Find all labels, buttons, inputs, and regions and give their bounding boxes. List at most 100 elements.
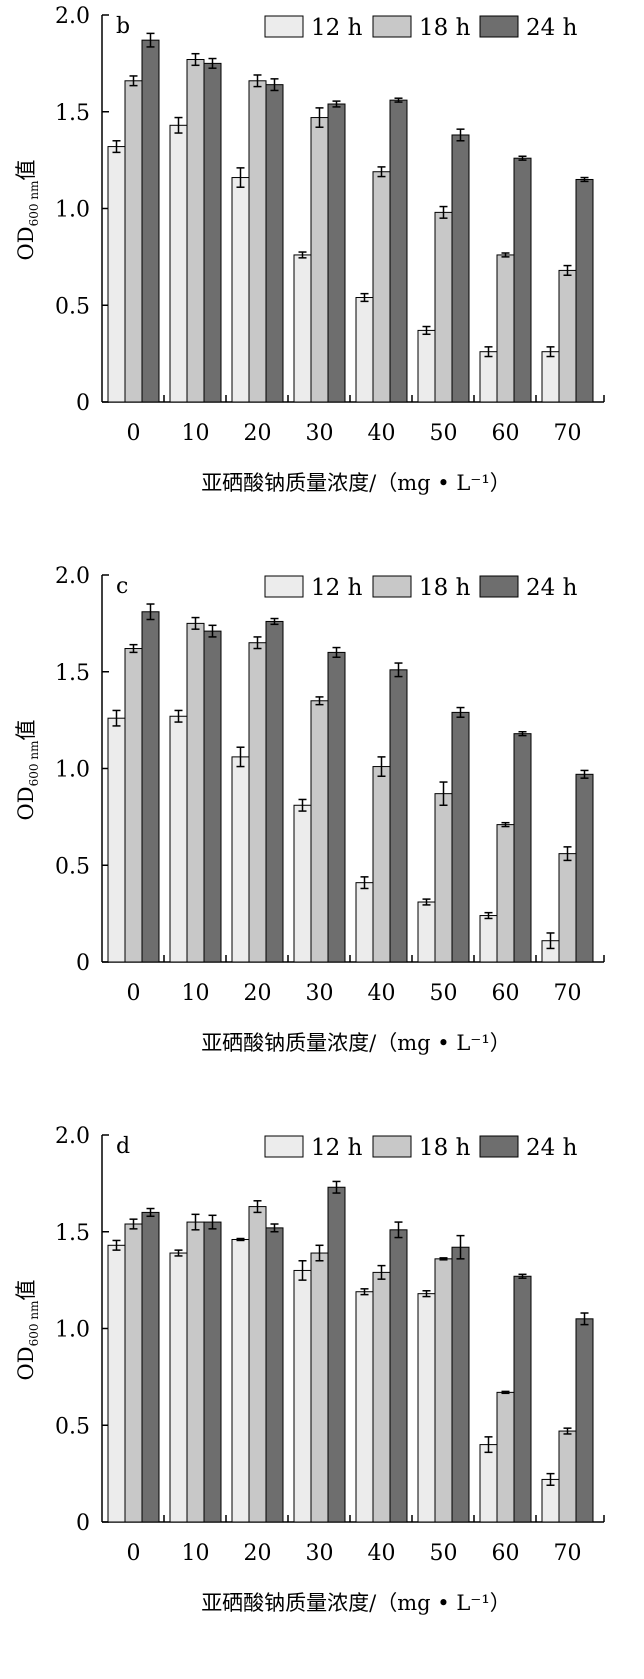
bar-12h-60 (479, 915, 498, 963)
bar-24h-50 (451, 711, 470, 963)
y-axis-title-main: OD (14, 226, 38, 260)
legend-swatch (479, 1135, 519, 1158)
bar-24h-50 (451, 134, 470, 403)
bar-12h-50 (417, 1293, 436, 1523)
bar-12h-40 (355, 297, 374, 403)
y-tick-label: 2.0 (55, 1124, 90, 1149)
bar-12h-0 (107, 1244, 126, 1523)
bar-chart-b: 0 0.5 1.0 1.5 2.0 0 10 20 30 40 50 60 70 b 12 h 18 h 24 … (14, 4, 605, 495)
bar-18h-50 (434, 793, 453, 963)
bar-24h-10 (203, 630, 222, 963)
x-axis-title: 亚硒酸钠质量浓度/（mg • L⁻¹） (201, 471, 511, 495)
x-tick-label: 10 (182, 1541, 210, 1566)
y-tick-label: 0 (76, 951, 90, 976)
y-axis-title-subscript: 600 nm (27, 180, 41, 226)
bar-18h-40 (372, 1271, 391, 1523)
bar-18h-20 (248, 642, 267, 963)
panel-label: d (116, 1134, 130, 1159)
x-tick-label: 60 (492, 1541, 520, 1566)
bar-24h-70 (575, 178, 594, 403)
bar-18h-70 (558, 1430, 577, 1523)
bar-18h-30 (310, 117, 329, 403)
chart-panel-d: 0 0.5 1.0 1.5 2.0 0 10 20 30 40 50 60 70 d 12 h 18 h 24 … (0, 1120, 644, 1679)
legend-label: 18 h (419, 1135, 471, 1161)
y-axis-title-suffix: 值 (14, 1280, 38, 1301)
bar-24h-70 (575, 773, 594, 963)
bar-24h-0 (141, 39, 160, 403)
x-axis-title: 亚硒酸钠质量浓度/（mg • L⁻¹） (201, 1591, 511, 1615)
bar-24h-30 (327, 1186, 346, 1523)
x-tick-label: 70 (554, 421, 582, 446)
legend-swatch (479, 15, 519, 38)
bar-12h-40 (355, 1291, 374, 1523)
bar-18h-60 (496, 824, 515, 963)
legend-label: 12 h (311, 575, 363, 601)
legend-swatch (264, 15, 304, 38)
bar-24h-0 (141, 1211, 160, 1523)
bar-chart-c: 0 0.5 1.0 1.5 2.0 0 10 20 30 40 50 60 70 c 12 h 18 h 24 … (14, 564, 605, 1055)
y-tick-label: 1.5 (55, 1221, 90, 1246)
x-tick-label: 40 (368, 421, 396, 446)
x-tick-label: 0 (127, 1541, 141, 1566)
y-tick-label: 2.0 (55, 4, 90, 29)
legend-label: 24 h (526, 575, 578, 601)
y-tick-label: 1.5 (55, 101, 90, 126)
legend-label: 12 h (311, 1135, 363, 1161)
bar-12h-10 (169, 715, 188, 963)
legend-swatch (372, 1135, 412, 1158)
x-tick-label: 50 (430, 1541, 458, 1566)
bar-18h-50 (434, 1258, 453, 1523)
legend-swatch (479, 575, 519, 598)
bar-12h-70 (541, 351, 560, 403)
y-axis-title-suffix: 值 (14, 160, 38, 181)
y-axis-title-main: OD (14, 786, 38, 820)
bar-18h-60 (496, 254, 515, 403)
bar-24h-10 (203, 62, 222, 403)
y-tick-label: 1.0 (55, 758, 90, 783)
x-tick-label: 30 (306, 981, 334, 1006)
bar-18h-20 (248, 1206, 267, 1523)
bar-24h-30 (327, 103, 346, 403)
x-tick-label: 20 (244, 1541, 272, 1566)
x-tick-label: 10 (182, 981, 210, 1006)
bar-24h-40 (389, 99, 408, 403)
y-tick-label: 0 (76, 391, 90, 416)
legend-swatch (372, 575, 412, 598)
y-axis-title: OD600 nm值 (14, 1280, 41, 1381)
legend-label: 18 h (419, 15, 471, 41)
y-axis-title-subscript: 600 nm (27, 740, 41, 786)
bar-12h-20 (231, 756, 250, 963)
panel-label: c (116, 574, 128, 599)
legend-swatch (264, 575, 304, 598)
bar-18h-10 (186, 1221, 205, 1523)
x-tick-label: 40 (368, 981, 396, 1006)
bar-12h-0 (107, 717, 126, 963)
legend-label: 24 h (526, 1135, 578, 1161)
x-tick-label: 60 (492, 981, 520, 1006)
bar-24h-70 (575, 1318, 594, 1523)
bar-24h-60 (513, 157, 532, 403)
x-tick-label: 70 (554, 981, 582, 1006)
y-tick-label: 0.5 (55, 1414, 90, 1439)
legend-label: 12 h (311, 15, 363, 41)
bar-24h-30 (327, 651, 346, 963)
bar-18h-40 (372, 766, 391, 963)
bar-24h-40 (389, 1229, 408, 1523)
bar-12h-50 (417, 901, 436, 963)
chart-panel-c: 0 0.5 1.0 1.5 2.0 0 10 20 30 40 50 60 70 c 12 h 18 h 24 … (0, 560, 644, 1119)
bar-24h-20 (265, 84, 284, 403)
bar-24h-20 (265, 620, 284, 963)
x-tick-label: 30 (306, 1541, 334, 1566)
bar-12h-30 (293, 254, 312, 403)
bar-24h-60 (513, 733, 532, 963)
bar-18h-60 (496, 1391, 515, 1523)
x-tick-label: 20 (244, 981, 272, 1006)
bar-12h-0 (107, 146, 126, 403)
legend-label: 18 h (419, 575, 471, 601)
bar-12h-30 (293, 804, 312, 963)
y-tick-label: 0 (76, 1511, 90, 1536)
bar-12h-10 (169, 124, 188, 403)
bar-18h-40 (372, 171, 391, 403)
y-axis-title-suffix: 值 (14, 720, 38, 741)
bar-18h-10 (186, 59, 205, 403)
